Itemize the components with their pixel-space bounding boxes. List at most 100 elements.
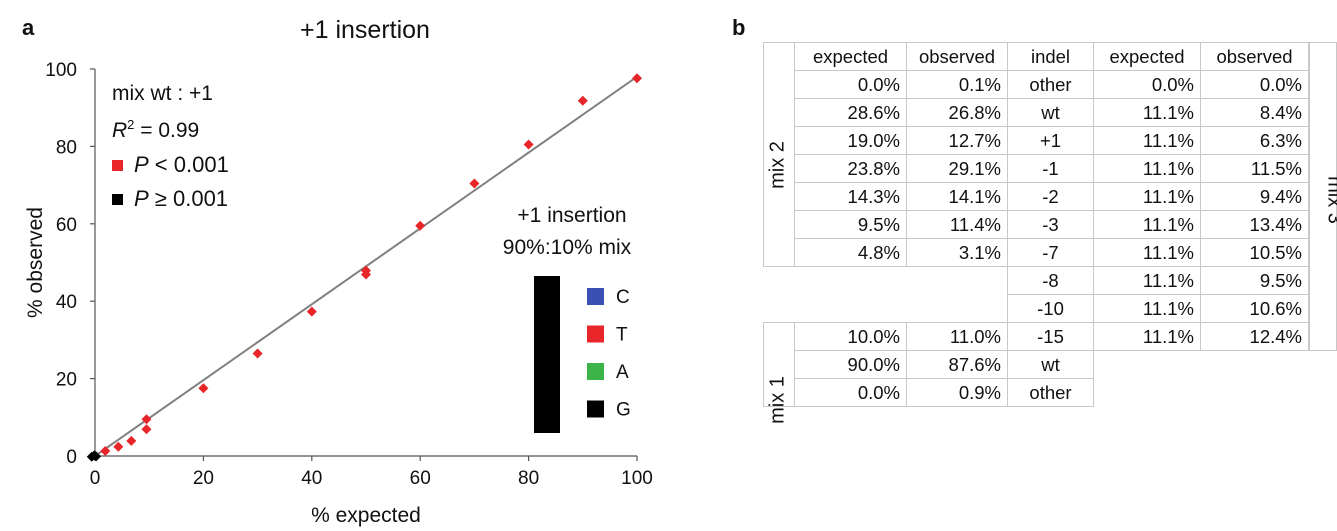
- table-cell: 8.4%: [1200, 98, 1309, 127]
- chart-title: +1 insertion: [300, 16, 430, 44]
- table-cell: other: [1007, 70, 1094, 99]
- x-tick-label: 40: [301, 468, 322, 489]
- table-cell: +1: [1007, 126, 1094, 155]
- inset-legend-swatch-t: [587, 325, 604, 343]
- inset-legend-swatch-c: [587, 288, 604, 305]
- table-cell: 0.0%: [794, 378, 907, 407]
- x-tick-label: 80: [518, 468, 539, 489]
- table-cell: 29.1%: [906, 154, 1008, 183]
- table-cell: 0.0%: [1200, 70, 1309, 99]
- table-cell: 11.0%: [906, 322, 1008, 351]
- mix-1-bracket: [763, 322, 795, 407]
- data-point-significant: [306, 306, 317, 317]
- table-cell: 11.1%: [1093, 266, 1201, 295]
- table-cell: 90.0%: [794, 350, 907, 379]
- table-cell: 11.4%: [906, 210, 1008, 239]
- legend-label-nonsignificant: P ≥ 0.001: [134, 186, 228, 211]
- mix-3-label: mix 3: [1323, 176, 1337, 224]
- x-tick-label: 60: [410, 468, 431, 489]
- table-cell: 11.1%: [1093, 126, 1201, 155]
- table-cell: wt: [1007, 98, 1094, 127]
- y-tick-label: 100: [45, 60, 77, 81]
- y-axis-label: % observed: [24, 207, 47, 318]
- table-cell: 28.6%: [794, 98, 907, 127]
- table-cell: 6.3%: [1200, 126, 1309, 155]
- data-point-significant: [632, 73, 642, 84]
- table-cell: -2: [1007, 182, 1094, 211]
- legend-marker-nonsignificant: [112, 194, 123, 205]
- table-cell: 11.5%: [1200, 154, 1309, 183]
- table-cell: -1: [1007, 154, 1094, 183]
- table-cell: 0.0%: [1093, 70, 1201, 99]
- y-tick-label: 60: [56, 215, 77, 236]
- data-point-significant: [523, 139, 534, 150]
- table-cell: 12.7%: [906, 126, 1008, 155]
- data-point-significant: [577, 95, 588, 106]
- table-cell: 4.8%: [794, 238, 907, 267]
- panel-a-letter: a: [22, 15, 35, 40]
- data-point-significant: [126, 435, 137, 446]
- table-cell: 87.6%: [906, 350, 1008, 379]
- mix-1-label: mix 1: [766, 376, 789, 424]
- table-cell: 0.9%: [906, 378, 1008, 407]
- table-cell: 10.5%: [1200, 238, 1309, 267]
- x-tick-label: 100: [621, 468, 653, 489]
- table-cell: 0.1%: [906, 70, 1008, 99]
- table-cell: 11.1%: [1093, 210, 1201, 239]
- inset-legend-label-a: A: [616, 362, 629, 383]
- table-cell: -8: [1007, 266, 1094, 295]
- table-cell: -15: [1007, 322, 1094, 351]
- table-cell: 11.1%: [1093, 238, 1201, 267]
- table-cell: 9.5%: [794, 210, 907, 239]
- data-point-significant: [198, 383, 209, 394]
- table-cell: 11.1%: [1093, 98, 1201, 127]
- table-cell: 14.1%: [906, 182, 1008, 211]
- data-point-significant: [415, 220, 426, 231]
- x-tick-label: 0: [90, 468, 101, 489]
- table-cell: 9.5%: [1200, 266, 1309, 295]
- data-point-significant: [469, 178, 480, 189]
- panel-b-letter: b: [732, 15, 746, 40]
- table-cell: 10.0%: [794, 322, 907, 351]
- table-cell: 11.1%: [1093, 154, 1201, 183]
- inset-legend-label-t: T: [616, 325, 628, 346]
- table-cell: 11.1%: [1093, 322, 1201, 351]
- table-cell: -10: [1007, 294, 1094, 323]
- table-cell: -7: [1007, 238, 1094, 267]
- inset-legend-label-g: G: [616, 400, 631, 421]
- table-cell: 19.0%: [794, 126, 907, 155]
- table-header-cell: observed: [1200, 42, 1309, 71]
- table-cell: 26.8%: [906, 98, 1008, 127]
- table-cell: 0.0%: [794, 70, 907, 99]
- y-tick-label: 80: [56, 137, 77, 158]
- table-cell: -3: [1007, 210, 1094, 239]
- table-cell: 3.1%: [906, 238, 1008, 267]
- inset-title-line2: 90%:10% mix: [503, 236, 632, 259]
- y-tick-label: 0: [66, 447, 77, 468]
- data-point-significant: [141, 424, 152, 435]
- table-cell: 13.4%: [1200, 210, 1309, 239]
- table-cell: 12.4%: [1200, 322, 1309, 351]
- r-squared-label: R2 = 0.99: [112, 117, 199, 142]
- scatter-chart: 0 20 40 60 80 100 0 20 40 60 80 100 % expected % obse…: [24, 16, 653, 527]
- mix-2-bracket: [763, 42, 795, 267]
- x-tick-label: 20: [193, 468, 214, 489]
- table-cell: 9.4%: [1200, 182, 1309, 211]
- data-point-significant: [361, 265, 371, 276]
- y-tick-label: 20: [56, 370, 77, 391]
- inset-legend-label-c: C: [616, 287, 630, 308]
- table-cell: wt: [1007, 350, 1094, 379]
- x-axis-label: % expected: [311, 504, 421, 527]
- inset-legend-swatch-a: [587, 363, 604, 380]
- mix-2-label: mix 2: [766, 141, 789, 189]
- table-cell: 11.1%: [1093, 294, 1201, 323]
- data-point-nonsignificant: [91, 451, 102, 462]
- table-header-cell: expected: [1093, 42, 1201, 71]
- table-header-cell: indel: [1007, 42, 1094, 71]
- data-point-significant: [252, 348, 263, 359]
- table-cell: other: [1007, 378, 1094, 407]
- y-tick-label: 40: [56, 292, 77, 313]
- table-cell: 23.8%: [794, 154, 907, 183]
- data-point-significant: [100, 445, 111, 456]
- data-point-significant: [141, 414, 152, 425]
